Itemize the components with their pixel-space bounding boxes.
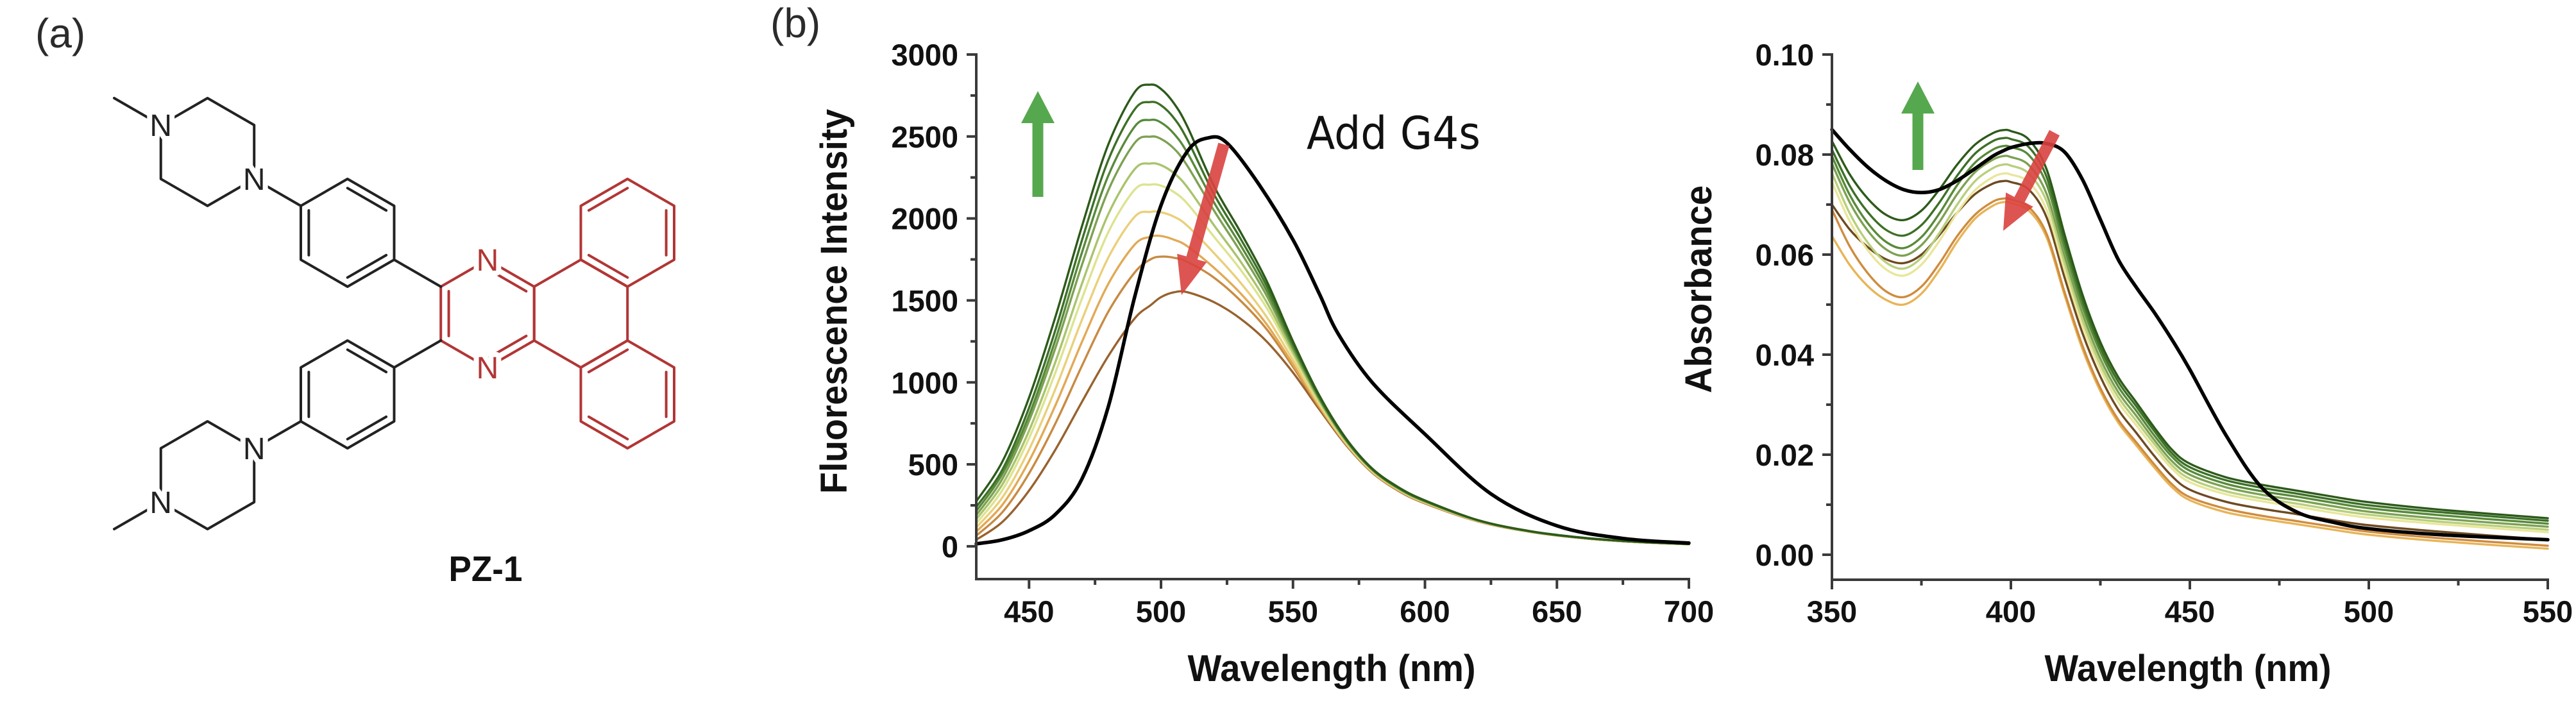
- double-bond-line: [486, 334, 528, 360]
- fluorescence-y-tick-label: 2000: [891, 202, 958, 236]
- ring-bonds: [579, 339, 675, 450]
- absorbance-series-line-3: [1831, 144, 2549, 525]
- ring-bonds: [579, 178, 675, 288]
- nitrogen-atom-label: N: [477, 351, 499, 385]
- nitrogen-atom-label: N: [477, 244, 499, 278]
- panel-a-label: (a): [35, 10, 85, 56]
- double-bond-line: [587, 253, 629, 279]
- single-bond-line: [113, 501, 162, 530]
- single-bond-line: [253, 420, 302, 450]
- absorbance-y-tick-label: 0.04: [1756, 338, 1814, 372]
- molecule-name: PZ-1: [449, 548, 523, 589]
- absorbance-series-layer: [1830, 128, 2550, 550]
- upper-benzo-ring: [579, 178, 675, 288]
- absorbance-x-tick-label: 350: [1807, 594, 1857, 628]
- absorbance-series-line-2: [1831, 137, 2549, 522]
- absorbance-y-axis-title: Absorbance: [1678, 185, 1720, 393]
- absorbance-series-line-1: [1831, 128, 2549, 519]
- fluorescence-axes: 0 500 1000 1500 2000 2500 3000 450 500 550 600 650 7…: [891, 38, 1714, 628]
- fluorescence-increase-arrow-icon: [1021, 91, 1055, 197]
- add-g4s-annotation: Add G4s: [1307, 107, 1480, 160]
- absorbance-y-tick-label: 0.10: [1756, 38, 1814, 72]
- absorbance-y-tick-label: 0.00: [1756, 538, 1814, 572]
- absorbance-x-tick-label: 550: [2523, 594, 2573, 628]
- single-bond-line: [393, 258, 443, 288]
- absorbance-decrease-arrow-icon: [2003, 130, 2060, 231]
- absorbance-series-line-5: [1831, 163, 2549, 531]
- double-bond-line: [346, 253, 388, 279]
- nitrogen-atom-label: N: [243, 163, 266, 197]
- double-bond-line: [587, 415, 629, 441]
- absorbance-x-tick-label: 450: [2165, 594, 2215, 628]
- absorbance-x-axis-title: Wavelength (nm): [2045, 648, 2332, 689]
- trend-arrows: [1021, 81, 2060, 295]
- absorbance-series-line-7: [1831, 180, 2549, 541]
- double-bond-line: [486, 267, 528, 293]
- absorbance-y-tick-label: 0.02: [1756, 438, 1814, 472]
- absorbance-series-line-6: [1831, 172, 2549, 534]
- double-bond-line: [587, 187, 629, 212]
- absorbance-series-line-8: [1831, 197, 2549, 547]
- fluorescence-series-line-1: [975, 83, 1690, 545]
- panel-b-label: (b): [770, 0, 820, 46]
- fluorescence-x-tick-label: 650: [1532, 594, 1582, 628]
- absorbance-x-tick-label: 500: [2344, 594, 2394, 628]
- fluorescence-y-tick-label: 1500: [891, 283, 958, 317]
- fluorescence-y-tick-label: 1000: [891, 366, 958, 400]
- absorbance-series-line-4: [1831, 155, 2549, 528]
- fluorescence-y-tick-label: 500: [908, 448, 958, 482]
- double-bond-line: [346, 348, 388, 374]
- absorbance-axes: 0.00 0.02 0.04 0.06 0.08 0.10 350 400 450 500 550: [1756, 38, 2573, 628]
- fluorescence-y-tick-label: 2500: [891, 120, 958, 154]
- single-bond-line: [113, 97, 162, 126]
- chemical-structure: N N N N N N: [113, 97, 675, 530]
- fluorescence-decrease-arrow-icon: [1177, 142, 1230, 295]
- absorbance-reference-line: [1830, 128, 2550, 542]
- absorbance-y-tick-label: 0.06: [1756, 238, 1814, 272]
- absorbance-y-tick-label: 0.08: [1756, 138, 1814, 172]
- fluorescence-x-tick-label: 500: [1136, 594, 1186, 628]
- lower-benzo-ring: [579, 339, 675, 450]
- double-bond-line: [587, 348, 629, 374]
- fluorescence-series-layer: [974, 83, 1691, 546]
- fluorescence-x-tick-label: 550: [1268, 594, 1318, 628]
- fluorescence-x-tick-label: 450: [1004, 594, 1054, 628]
- fluorescence-y-axis-title: Fluorescence Intensity: [813, 109, 855, 494]
- fluorescence-x-tick-label: 600: [1400, 594, 1450, 628]
- nitrogen-atom-label: N: [149, 109, 172, 143]
- nitrogen-atom-label: N: [149, 486, 172, 520]
- fluorescence-chart: 0 500 1000 1500 2000 2500 3000 450 500 550 600 650 7…: [813, 38, 1714, 689]
- fluorescence-reference-line: [974, 135, 1691, 546]
- double-bond-line: [346, 415, 388, 441]
- absorbance-x-tick-label: 400: [1986, 594, 2036, 628]
- fluorescence-y-tick-label: 3000: [891, 38, 958, 72]
- fluorescence-y-tick-label: 0: [942, 530, 958, 564]
- nitrogen-atom-label: N: [243, 432, 266, 466]
- fluorescence-axis-spines: [975, 53, 1690, 580]
- double-bond-line: [346, 187, 388, 212]
- fluorescence-x-axis-title: Wavelength (nm): [1188, 648, 1476, 689]
- single-bond-line: [253, 178, 302, 207]
- absorbance-increase-arrow-icon: [1901, 81, 1935, 170]
- single-bond-line: [393, 339, 443, 369]
- fluorescence-x-tick-label: 700: [1664, 594, 1714, 628]
